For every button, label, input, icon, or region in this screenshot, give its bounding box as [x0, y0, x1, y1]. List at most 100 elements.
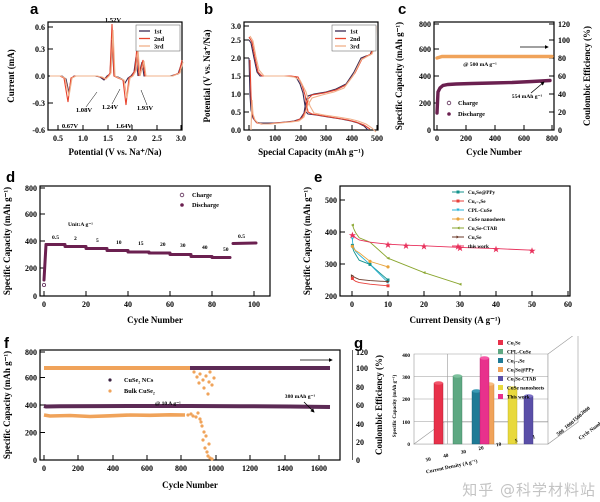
panel-b-legend-2nd: 2nd [350, 36, 361, 43]
panel-b-xtick-5: 500 [371, 134, 383, 143]
panel-d-xtick-3: 60 [166, 300, 174, 309]
panel-d-rate-5: 20 [160, 242, 166, 248]
panel-d-rate-4: 15 [138, 241, 144, 247]
panel-e-chart: 200 300 400 500 0 10 20 30 40 50 60 [302, 185, 572, 325]
panel-c-annotation-current: @ 500 mA g⁻¹ [463, 62, 497, 68]
panel-a-ytick-2: 0.0 [35, 72, 45, 81]
panel-f-legend: CuSe₂ NCs Bulk CuSe₂ @ 10 A g⁻¹ [108, 377, 181, 407]
panel-e-xlabel: Current Density (A g⁻¹) [409, 315, 500, 325]
panel-d-xtick-5: 100 [248, 300, 260, 309]
panel-g-ztick-3: 500 [556, 428, 566, 438]
panel-e-ytick-0: 200 [325, 292, 337, 301]
panel-b-plot-area: 0.0 0.5 1.0 1.5 2.0 2.5 3.0 0 100 200 30… [231, 21, 383, 143]
panel-g-bar-5 [507, 386, 518, 445]
panel-b-ytick-4: 2.0 [231, 54, 241, 63]
panel-f-annotation-rate: @ 10 A g⁻¹ [155, 401, 181, 407]
panel-c-xtick-2: 400 [489, 134, 501, 143]
panel-g-xtick-5: 5 [514, 438, 518, 444]
panel-d-rate-6: 30 [180, 243, 186, 249]
panel-b-xtick-1: 100 [269, 134, 281, 143]
panel-d-legend-discharge: Discharge [192, 202, 219, 209]
panel-g-legend-item-5: CuSe nanosheets [498, 385, 544, 392]
panel-e-plot-area: 200 300 400 500 0 10 20 30 40 50 60 [325, 185, 572, 309]
panel-f-ytick-4: 800 [25, 348, 37, 357]
panel-d-ytick-0: 0 [33, 292, 37, 301]
panel-d-rate-7: 40 [202, 245, 208, 251]
panel-c-y2tick-2: 40 [558, 90, 566, 99]
panel-c-legend-discharge: Discharge [458, 111, 485, 118]
panel-f-y2tick-5: 100 [356, 364, 368, 373]
panel-g-ytick-3: 300 [402, 375, 410, 381]
panel-e-ytick-1: 300 [325, 260, 337, 269]
panel-f-xtick-4: 800 [175, 464, 187, 473]
panel-d-legend-charge: Charge [192, 192, 212, 199]
panel-b: b 0.0 0.5 1.0 1.5 2.0 2.5 3.0 [196, 0, 392, 168]
panel-g-xlabel: Current Density (A g⁻¹) [425, 458, 478, 476]
panel-g-bar-6-this-work [479, 356, 490, 445]
panel-e-legend-item-2: CPL-CuSe [452, 208, 493, 214]
panel-f-xtick-2: 400 [107, 464, 119, 473]
panel-a-ytick-4: 0.6 [35, 23, 45, 32]
panel-d-rate-labels: 0.5 2 5 10 15 20 30 40 50 0.5 [52, 234, 245, 253]
panel-d-ylabel: Specific Capacity (mAh g⁻¹) [2, 187, 12, 295]
panel-c-annotation-capacity: 554 mAh g⁻¹ [512, 94, 543, 100]
panel-b-legend-1st: 1st [350, 29, 359, 36]
panel-g-legend: Cu₂Se CPL-CuSe Cu₃₋ₓSe Cu₂Se@PPy Cu₂Se-C… [498, 340, 544, 401]
panel-b-xlabel: Special Capacity (mAh g⁻¹) [258, 147, 364, 157]
panel-b-ytick-0: 0.0 [231, 126, 241, 135]
panel-c-capacity-curve [435, 78, 552, 115]
panel-c: c 0 200 400 600 800 [392, 0, 600, 168]
panel-a-xtick-5: 3.0 [176, 134, 186, 143]
panel-e-xtick-0: 0 [350, 300, 354, 309]
panel-f-y2tick-3: 60 [356, 401, 364, 410]
panel-f-bulk-capacity [43, 412, 186, 419]
panel-d-capacity-steps [42, 241, 258, 282]
panel-e-legend-label-6: this work [468, 244, 489, 250]
panel-a-ylabel: Current (mA) [6, 49, 16, 103]
panel-g-legend-item-2: Cu₃₋ₓSe [498, 358, 525, 365]
panel-a-xtick-0: 0.5 [53, 134, 63, 143]
panel-f-plot-area: 0 200 400 600 800 0 200 400 600 800 1000 [25, 348, 341, 473]
panel-e-ytick-3: 500 [325, 196, 337, 205]
panel-d-xtick-1: 20 [82, 300, 90, 309]
panel-g-legend-item-6: This work [498, 394, 530, 401]
panel-e-ytick-2: 400 [325, 228, 337, 237]
panel-g-legend-label-2: Cu₃₋ₓSe [507, 359, 525, 365]
panel-e-xtick-5: 50 [528, 300, 536, 309]
panel-e-legend-label-5: Cu₂Se [468, 235, 482, 241]
panel-f-y2label: Coulombic Efficiency (%) [374, 355, 384, 455]
panel-a-curves [50, 23, 184, 106]
panel-e-legend-item-4: Cu₂Se-CTAB [452, 226, 498, 232]
panel-c-y2tick-4: 80 [558, 54, 566, 63]
panel-a-plot-area: -0.6 -0.3 0.0 0.3 0.6 0.5 1.0 1.5 2.0 2.… [32, 17, 186, 143]
panel-f: f 0 200 400 600 800 [0, 336, 352, 502]
panel-d-ytick-2: 400 [25, 237, 37, 246]
panel-f-ytick-1: 200 [25, 429, 37, 438]
panel-d-legend: Charge Discharge [179, 192, 219, 209]
panel-a: a -0.6 -0.3 0.0 0.3 0.6 [0, 0, 196, 168]
panel-e-legend-item-1: Cu₃₋ₓSe [452, 199, 486, 205]
panel-b-xtick-3: 300 [320, 134, 332, 143]
panel-g-ztick-0: 2000 [580, 405, 592, 416]
panel-a-ytick-3: 0.3 [35, 45, 45, 54]
panel-e-label: e [314, 169, 323, 186]
panel-g-legend-label-3: Cu₂Se@PPy [507, 368, 535, 374]
panel-e-legend-label-2: CPL-CuSe [468, 208, 493, 214]
panel-e-legend-label-1: Cu₃₋ₓSe [468, 199, 486, 205]
panel-f-y2tick-1: 20 [356, 438, 364, 447]
panel-e-xtick-1: 10 [384, 300, 392, 309]
panel-d-label: d [6, 169, 16, 186]
panel-c-arrows [520, 45, 549, 94]
panel-c-y2tick-1: 20 [558, 108, 566, 117]
panel-a-xtick-3: 2.0 [127, 134, 137, 143]
panel-d-ytick-4: 800 [25, 184, 37, 193]
panel-d: d 0 200 400 600 800 0 [0, 168, 300, 336]
panel-d-rate-1: 2 [74, 236, 77, 242]
panel-a-annotation-152v: 1.52V [105, 17, 122, 24]
panel-a-annotation-067v: 0.67V [62, 123, 79, 130]
panel-a-label: a [30, 1, 39, 18]
panel-c-chart: 0 200 400 600 800 0 20 40 60 80 100 120 [394, 20, 592, 157]
panel-b-curves [248, 25, 377, 133]
panel-f-chart: 0 200 400 600 800 0 200 400 600 800 1000 [2, 348, 341, 490]
panel-f-bulk-capacity-fade [186, 411, 214, 461]
